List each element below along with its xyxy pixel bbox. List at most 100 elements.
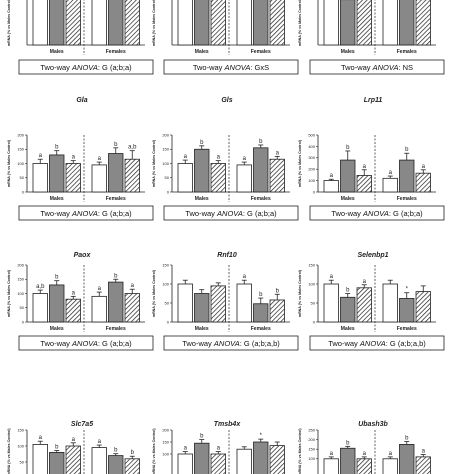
anova-word: ANOVA <box>372 63 399 72</box>
chart-title: Gls <box>221 97 232 104</box>
y-tick-label: 50 <box>165 175 170 180</box>
y-tick-label: 150 <box>17 277 24 282</box>
anova-prefix: Two-way <box>182 339 214 348</box>
y-tick-label: 150 <box>17 427 24 432</box>
bar <box>65 445 81 474</box>
significance-label: a,b <box>36 284 45 290</box>
significance-label: a <box>98 286 102 292</box>
significance-label: a <box>363 164 367 170</box>
bar <box>91 447 107 474</box>
anova-suffix: : G (a;b;a) <box>389 209 423 218</box>
bar <box>415 456 431 474</box>
bar <box>210 0 226 46</box>
anova-text: Two-way ANOVA: G (a;b;a,b) <box>182 339 280 348</box>
chart-title: Selenbp1 <box>357 252 388 259</box>
significance-label: a <box>330 173 334 179</box>
group-label: Females <box>106 326 126 332</box>
y-tick-label: 100 <box>17 161 24 166</box>
bar <box>399 443 415 474</box>
anova-word: ANOVA <box>213 339 240 348</box>
chart-title: Gla <box>76 97 87 104</box>
significance-label: a <box>422 449 426 455</box>
significance-label: a,b <box>128 145 137 151</box>
significance-label: b <box>200 434 204 440</box>
anova-word: ANOVA <box>224 63 251 72</box>
significance-label: a <box>98 439 102 445</box>
bar <box>323 283 339 323</box>
significance-label: a <box>184 446 188 452</box>
significance-label: a <box>363 279 367 285</box>
chart-title: Lrp11 <box>364 97 383 104</box>
bar <box>91 0 107 46</box>
significance-label: a <box>276 150 280 156</box>
y-axis-label: mRNA (% vs Males Control) <box>7 139 11 187</box>
bar <box>340 159 356 193</box>
y-tick-label: 150 <box>308 262 315 267</box>
group-label: Males <box>50 196 64 202</box>
y-tick-label: 100 <box>162 281 169 286</box>
bar <box>32 293 48 323</box>
bar <box>124 0 140 46</box>
significance-label: a <box>389 451 393 457</box>
significance-label: a <box>330 451 334 457</box>
anova-suffix: : G (a;b;a) <box>98 339 132 348</box>
bar <box>108 281 124 323</box>
anova-prefix: Two-way <box>40 63 72 72</box>
anova-word: ANOVA <box>216 209 243 218</box>
bar <box>124 293 140 323</box>
anova-text: Two-way ANOVA: G (a;b;a) <box>40 339 132 348</box>
bar <box>194 293 210 323</box>
anova-text: Two-way ANOVA: G (a;b;a) <box>40 209 132 218</box>
anova-box <box>309 335 445 351</box>
y-tick-label: 0 <box>167 189 170 194</box>
significance-label: b <box>346 145 350 151</box>
y-tick-label: 150 <box>308 447 315 452</box>
group-label: Males <box>341 326 355 332</box>
anova-prefix: Two-way <box>40 209 72 218</box>
significance-label: b <box>346 440 350 446</box>
anova-suffix: : G (a;b;a,b) <box>386 339 427 348</box>
bar <box>210 163 226 193</box>
y-tick-label: 200 <box>17 132 24 137</box>
y-tick-label: 100 <box>308 178 315 183</box>
anova-word: ANOVA <box>71 63 98 72</box>
significance-label: a <box>72 290 76 296</box>
y-tick-label: 200 <box>308 167 315 172</box>
y-tick-label: 200 <box>308 437 315 442</box>
bar <box>356 287 372 323</box>
chart-title: Rnf10 <box>217 252 237 259</box>
anova-suffix: : G (a;b;a) <box>98 63 132 72</box>
y-axis-label: mRNA (% vs Males Control) <box>298 428 302 474</box>
bar <box>124 458 140 474</box>
y-tick-label: 150 <box>162 439 169 444</box>
group-label: Males <box>50 326 64 332</box>
bar <box>91 295 107 323</box>
group-label: Males <box>195 326 209 332</box>
anova-suffix: : G (a;b;a) <box>98 209 132 218</box>
bar <box>236 283 252 323</box>
anova-box <box>18 59 154 75</box>
y-tick-label: 50 <box>20 175 25 180</box>
anova-prefix: Two-way <box>185 209 217 218</box>
bar <box>210 453 226 474</box>
bar <box>399 159 415 193</box>
y-tick-label: 100 <box>162 161 169 166</box>
anova-prefix: Two-way <box>40 339 72 348</box>
group-label: Females <box>106 196 126 202</box>
y-tick-label: 0 <box>167 319 170 324</box>
significance-label: b <box>405 436 409 442</box>
significance-label: a <box>389 170 393 176</box>
y-tick-label: 0 <box>22 189 25 194</box>
bar <box>399 0 415 46</box>
y-tick-label: 0 <box>22 319 25 324</box>
chart-title: Slc7a5 <box>71 421 93 428</box>
bar <box>382 0 398 46</box>
bar <box>236 164 252 193</box>
y-tick-label: 150 <box>162 147 169 152</box>
anova-text: Two-way ANOVA: NS <box>341 63 413 72</box>
bar <box>49 451 65 474</box>
y-axis-label: mRNA (% vs Males Control) <box>298 139 302 187</box>
significance-label: b <box>55 444 59 450</box>
anova-box <box>163 59 299 75</box>
y-axis-label: mRNA (% vs Males Control) <box>152 139 156 187</box>
